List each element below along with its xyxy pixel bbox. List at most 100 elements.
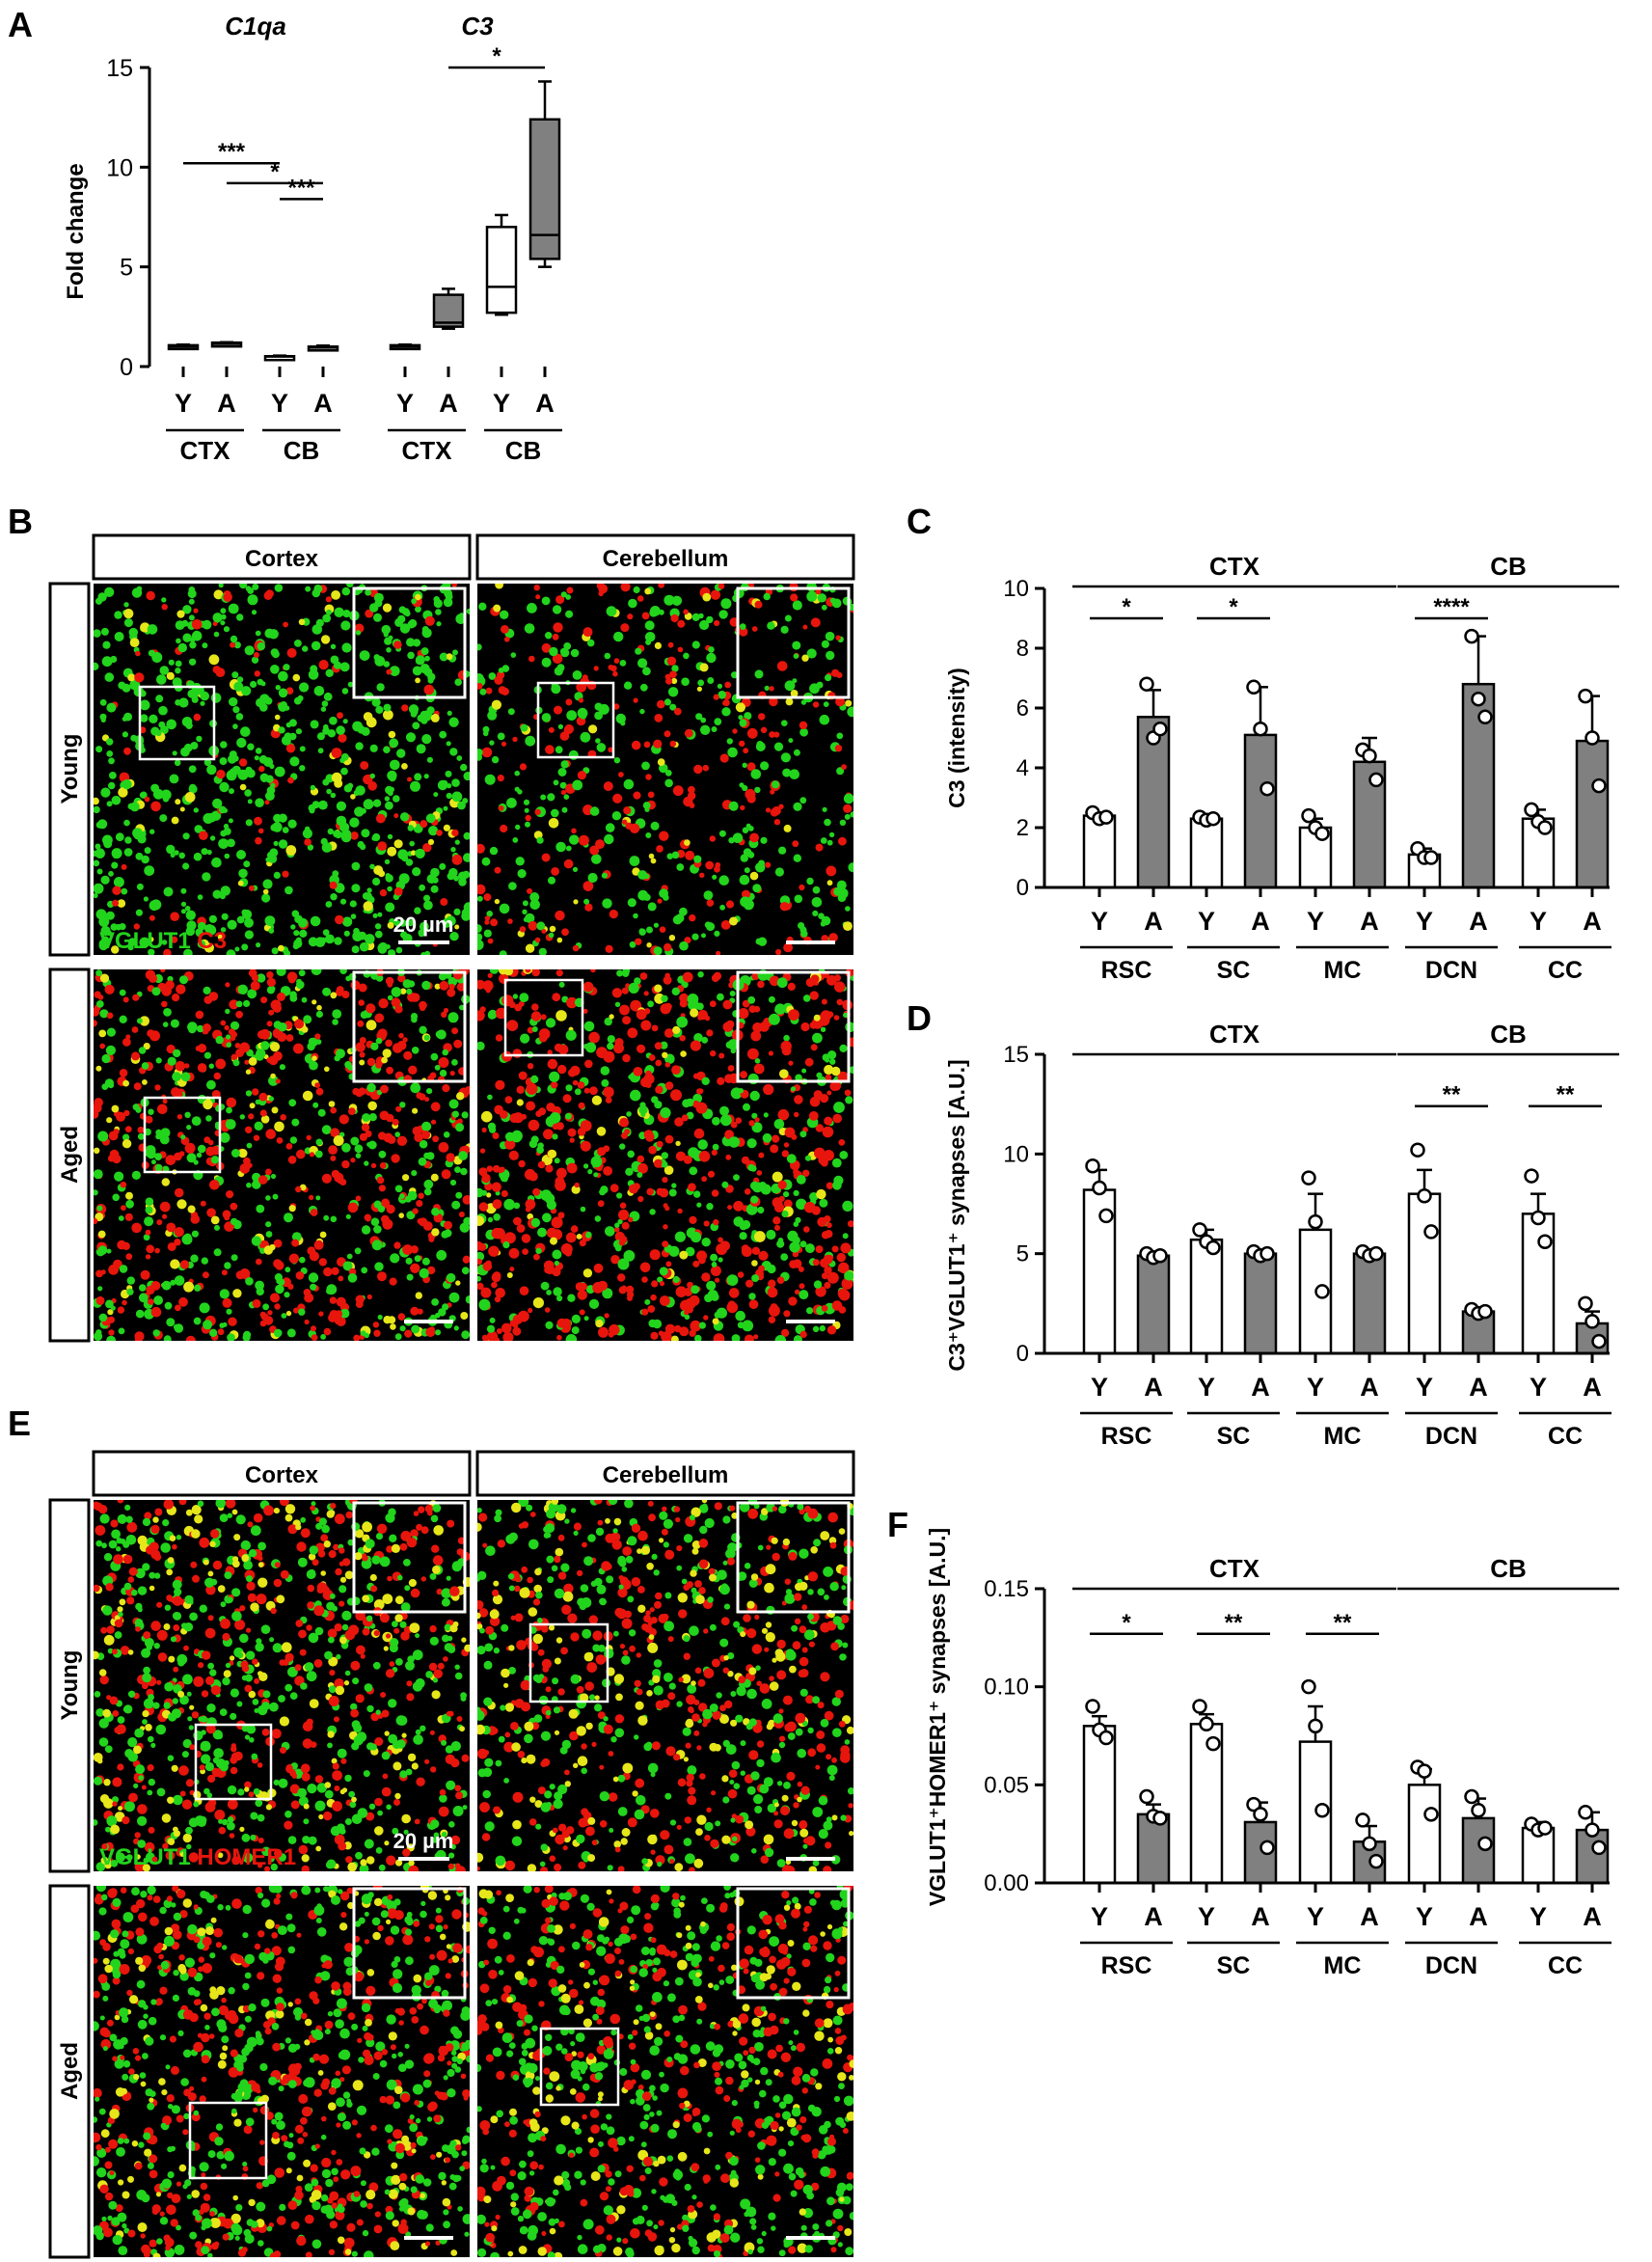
- punctum: [108, 1540, 118, 1549]
- punctum: [329, 881, 338, 889]
- punctum: [241, 943, 249, 951]
- punctum: [195, 1046, 202, 1051]
- punctum: [260, 1041, 270, 1050]
- punctum: [781, 1794, 789, 1802]
- punctum: [227, 1821, 235, 1831]
- punctum: [529, 899, 540, 911]
- punctum: [269, 1042, 281, 1052]
- punctum: [613, 631, 624, 642]
- punctum: [479, 688, 487, 695]
- punctum: [450, 1843, 456, 1850]
- punctum: [420, 1526, 429, 1535]
- punctum: [289, 756, 300, 767]
- punctum: [284, 886, 293, 895]
- punctum: [272, 1193, 279, 1200]
- punctum: [761, 1508, 769, 1515]
- punctum: [289, 1692, 298, 1700]
- punctum: [181, 1751, 189, 1758]
- punctum: [387, 846, 397, 857]
- punctum: [253, 652, 259, 658]
- punctum: [462, 798, 469, 804]
- punctum: [579, 1282, 588, 1291]
- punctum: [589, 1086, 598, 1096]
- punctum: [740, 1071, 747, 1079]
- punctum: [219, 1513, 229, 1522]
- punctum: [153, 1295, 164, 1305]
- punctum: [602, 898, 612, 909]
- punctum: [265, 589, 274, 598]
- punctum: [679, 1250, 689, 1260]
- punctum: [361, 726, 370, 736]
- punctum: [199, 1537, 210, 1548]
- punctum: [294, 1664, 302, 1672]
- punctum: [337, 1748, 347, 1758]
- punctum: [104, 1078, 114, 1088]
- punctum: [700, 717, 707, 723]
- punctum: [117, 1606, 123, 1613]
- punctum: [457, 1118, 463, 1125]
- punctum: [247, 989, 257, 999]
- punctum: [751, 1274, 760, 1283]
- punctum: [311, 999, 317, 1005]
- punctum: [513, 1202, 521, 1210]
- punctum: [649, 1249, 661, 1261]
- punctum: [210, 1529, 220, 1539]
- punctum: [366, 1856, 375, 1865]
- punctum: [299, 1649, 307, 1656]
- punctum: [757, 1544, 764, 1551]
- punctum: [412, 722, 420, 730]
- punctum: [826, 1182, 834, 1189]
- punctum: [313, 686, 325, 696]
- punctum: [165, 1850, 176, 1861]
- punctum: [484, 915, 491, 921]
- punctum: [278, 1695, 285, 1703]
- punctum: [113, 1554, 123, 1565]
- punctum: [539, 1861, 546, 1867]
- punctum: [228, 1317, 237, 1326]
- punctum: [136, 883, 144, 890]
- punctum: [282, 870, 289, 878]
- punctum: [477, 895, 483, 902]
- punctum: [203, 986, 211, 995]
- punctum: [569, 1731, 579, 1741]
- punctum: [701, 1500, 708, 1504]
- punctum: [541, 596, 551, 606]
- punctum: [226, 1034, 231, 1040]
- punctum: [447, 1012, 459, 1023]
- punctum: [98, 1505, 108, 1514]
- punctum: [167, 1557, 175, 1564]
- punctum: [205, 1115, 212, 1122]
- punctum: [295, 1524, 302, 1531]
- punctum: [298, 1308, 306, 1316]
- punctum: [556, 1295, 563, 1302]
- punctum: [788, 1060, 794, 1066]
- punctum: [149, 1030, 160, 1042]
- punctum: [222, 1676, 230, 1686]
- punctum: [395, 1658, 403, 1666]
- punctum: [327, 1628, 338, 1639]
- punctum: [478, 602, 487, 611]
- punctum: [691, 1285, 700, 1295]
- punctum: [814, 1147, 826, 1159]
- punctum: [287, 777, 294, 784]
- punctum: [361, 1123, 370, 1132]
- punctum: [640, 1111, 646, 1117]
- punctum: [362, 1113, 370, 1122]
- punctum: [429, 1572, 437, 1580]
- punctum: [522, 900, 528, 907]
- punctum: [116, 1538, 122, 1544]
- punctum: [843, 1012, 849, 1019]
- punctum: [739, 782, 745, 788]
- punctum: [313, 1240, 324, 1250]
- punctum: [423, 1179, 434, 1189]
- punctum: [619, 1004, 630, 1016]
- punctum: [408, 1865, 420, 1871]
- punctum: [219, 781, 230, 793]
- punctum: [541, 853, 551, 862]
- punctum: [193, 807, 199, 813]
- punctum: [546, 1290, 552, 1295]
- punctum: [161, 1000, 168, 1008]
- punctum: [604, 1313, 609, 1319]
- punctum: [355, 1088, 364, 1098]
- punctum: [264, 915, 276, 926]
